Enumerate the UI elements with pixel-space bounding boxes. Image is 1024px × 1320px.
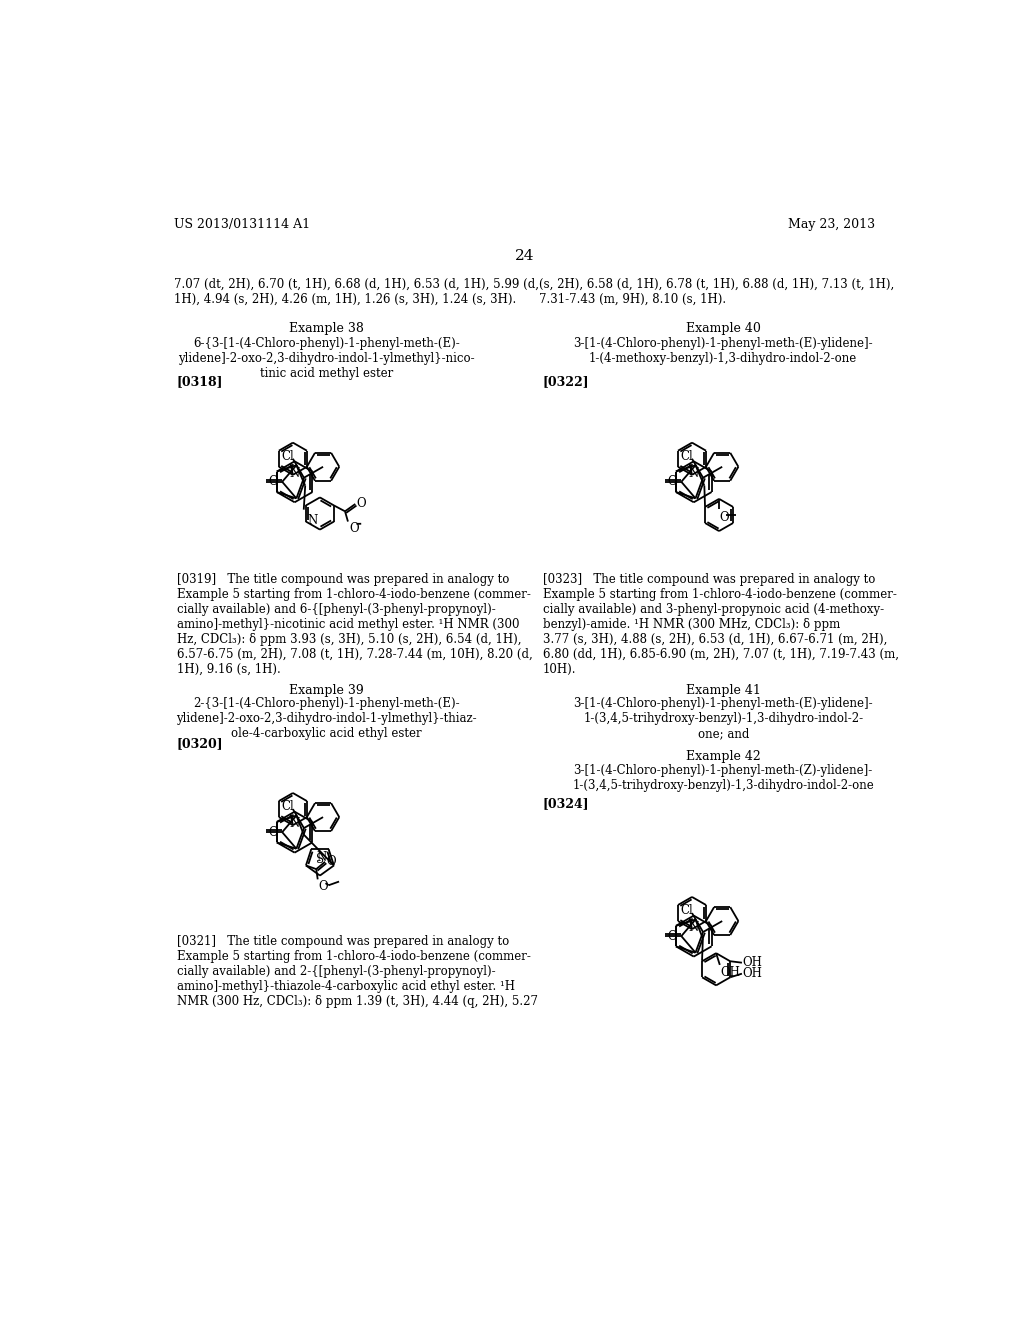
Text: 3-[1-(4-Chloro-phenyl)-1-phenyl-meth-(E)-ylidene]-
1-(3,4,5-trihydroxy-benzyl)-1: 3-[1-(4-Chloro-phenyl)-1-phenyl-meth-(E)… [573, 697, 873, 741]
Text: O: O [349, 523, 359, 536]
Text: [0320]: [0320] [177, 738, 223, 751]
Text: [0321]   The title compound was prepared in analogy to
Example 5 starting from 1: [0321] The title compound was prepared i… [177, 935, 538, 1007]
Text: Cl: Cl [680, 904, 693, 917]
Text: 24: 24 [515, 249, 535, 263]
Text: O: O [668, 929, 677, 942]
Text: O: O [357, 496, 367, 510]
Text: O: O [268, 475, 278, 488]
Text: N: N [689, 467, 699, 479]
Text: [0318]: [0318] [177, 376, 223, 388]
Text: [0319]   The title compound was prepared in analogy to
Example 5 starting from 1: [0319] The title compound was prepared i… [177, 573, 532, 676]
Text: N: N [307, 515, 317, 527]
Text: Cl: Cl [680, 450, 693, 462]
Text: O: O [327, 855, 336, 869]
Text: US 2013/0131114 A1: US 2013/0131114 A1 [174, 218, 310, 231]
Text: O: O [268, 825, 278, 838]
Text: S: S [315, 853, 324, 866]
Text: [0322]: [0322] [543, 376, 589, 388]
Text: Cl: Cl [282, 450, 294, 462]
Text: O: O [668, 475, 677, 488]
Text: OH: OH [721, 966, 740, 978]
Text: Example 42: Example 42 [686, 750, 761, 763]
Text: [0323]   The title compound was prepared in analogy to
Example 5 starting from 1: [0323] The title compound was prepared i… [543, 573, 899, 676]
Text: O: O [720, 511, 729, 524]
Text: 6-{3-[1-(4-Chloro-phenyl)-1-phenyl-meth-(E)-
ylidene]-2-oxo-2,3-dihydro-indol-1-: 6-{3-[1-(4-Chloro-phenyl)-1-phenyl-meth-… [178, 337, 475, 380]
Text: OH: OH [742, 956, 763, 969]
Text: 2-{3-[1-(4-Chloro-phenyl)-1-phenyl-meth-(E)-
ylidene]-2-oxo-2,3-dihydro-indol-1-: 2-{3-[1-(4-Chloro-phenyl)-1-phenyl-meth-… [176, 697, 477, 741]
Text: May 23, 2013: May 23, 2013 [788, 218, 876, 231]
Text: 3-[1-(4-Chloro-phenyl)-1-phenyl-meth-(Z)-ylidene]-
1-(3,4,5-trihydroxy-benzyl)-1: 3-[1-(4-Chloro-phenyl)-1-phenyl-meth-(Z)… [572, 763, 874, 792]
Text: Example 38: Example 38 [289, 322, 364, 335]
Text: 7.07 (dt, 2H), 6.70 (t, 1H), 6.68 (d, 1H), 6.53 (d, 1H), 5.99 (d,
1H), 4.94 (s, : 7.07 (dt, 2H), 6.70 (t, 1H), 6.68 (d, 1H… [174, 277, 540, 306]
Text: Example 39: Example 39 [289, 684, 364, 697]
Text: Example 41: Example 41 [686, 684, 761, 697]
Text: [0324]: [0324] [543, 797, 589, 810]
Text: 3-[1-(4-Chloro-phenyl)-1-phenyl-meth-(E)-ylidene]-
1-(4-methoxy-benzyl)-1,3-dihy: 3-[1-(4-Chloro-phenyl)-1-phenyl-meth-(E)… [573, 337, 873, 366]
Text: N: N [290, 817, 300, 830]
Text: Cl: Cl [282, 800, 294, 813]
Text: OH: OH [742, 968, 763, 981]
Text: O: O [318, 880, 328, 894]
Text: N: N [316, 850, 327, 863]
Text: Example 40: Example 40 [686, 322, 761, 335]
Text: (s, 2H), 6.58 (d, 1H), 6.78 (t, 1H), 6.88 (d, 1H), 7.13 (t, 1H),
7.31-7.43 (m, 9: (s, 2H), 6.58 (d, 1H), 6.78 (t, 1H), 6.8… [539, 277, 894, 306]
Text: N: N [290, 467, 300, 479]
Text: N: N [689, 921, 699, 935]
